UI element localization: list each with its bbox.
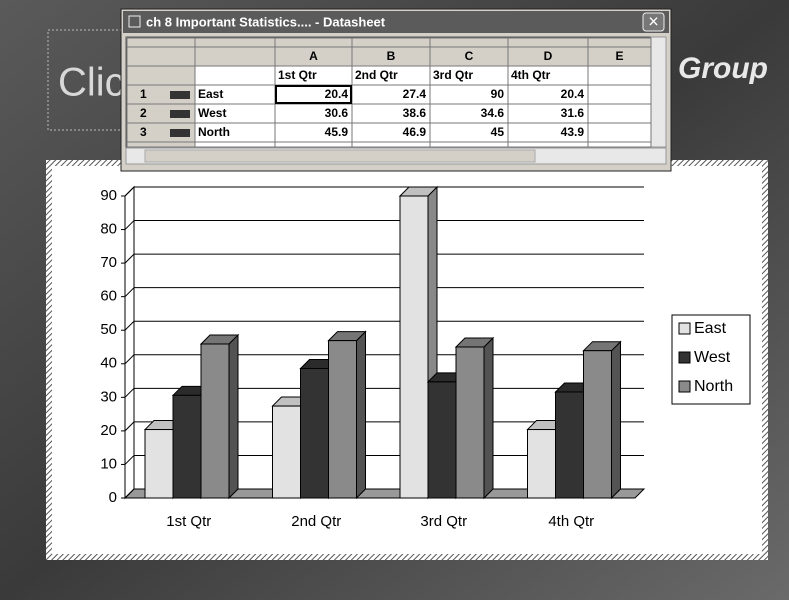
data-cell[interactable]: 45 (491, 125, 505, 139)
row-chart-icon (170, 91, 190, 99)
bar[interactable] (172, 394, 202, 499)
header-cell: 1st Qtr (278, 68, 317, 82)
grid-line-wall (124, 421, 135, 432)
chart: 0 10 20 30 40 50 60 70 80 90 1st Qtr 2nd Qtr 3rd Qtr… (100, 185, 751, 530)
bar[interactable] (583, 350, 612, 499)
column-letter: C (465, 49, 474, 63)
vertical-scrollbar[interactable] (650, 36, 667, 148)
row-label: North (198, 125, 230, 139)
grid-line-wall (124, 220, 135, 230)
header-cell: 2nd Qtr (355, 68, 398, 82)
y-tick-label: 20 (100, 422, 117, 439)
grid-line-wall (124, 387, 135, 398)
bar-side (228, 333, 239, 500)
y-tick-label: 10 (100, 455, 117, 472)
y-tick-label: 90 (100, 187, 117, 204)
bar[interactable] (144, 429, 174, 499)
column-letter: B (387, 49, 396, 63)
bar-side (611, 340, 621, 500)
data-cell[interactable]: 27.4 (403, 87, 427, 101)
column-letter: D (544, 49, 553, 63)
datasheet-window: ch 8 Important Statistics.... - Datashee… (120, 8, 672, 172)
close-button[interactable] (642, 12, 665, 32)
data-cell[interactable]: 38.6 (403, 106, 427, 120)
bar[interactable] (300, 367, 329, 499)
y-tick-label: 70 (100, 254, 117, 271)
header-cell: 3rd Qtr (433, 68, 473, 82)
logo-text: Group (678, 52, 768, 85)
bar[interactable] (555, 391, 584, 499)
data-cell[interactable]: 30.6 (325, 106, 349, 120)
data-cell[interactable]: 34.6 (481, 106, 505, 120)
row-number: 3 (140, 125, 147, 139)
x-tick-label: 2nd Qtr (291, 513, 341, 530)
legend-swatch (678, 380, 691, 393)
legend-label: East (694, 320, 727, 337)
bar[interactable] (200, 343, 230, 499)
row-chart-icon (170, 110, 190, 118)
scroll-thumb[interactable] (144, 149, 536, 163)
legend-swatch (678, 351, 691, 364)
grid-line-wall (124, 287, 135, 298)
y-tick-label: 50 (100, 321, 117, 338)
grid-line-wall (124, 253, 135, 264)
title-bar (123, 11, 669, 33)
column-header-row (127, 47, 651, 66)
chart-wall (124, 185, 135, 500)
grid-line-wall (124, 455, 135, 465)
bar[interactable] (328, 340, 357, 499)
grid-line-wall (124, 354, 135, 365)
data-cell[interactable]: 20.4 (325, 87, 349, 101)
bar[interactable] (527, 429, 556, 499)
row-label: East (198, 87, 223, 101)
bar[interactable] (427, 381, 457, 499)
data-cell[interactable]: 45.9 (325, 125, 349, 139)
y-tick-label: 60 (100, 288, 117, 305)
header-cell: 4th Qtr (511, 68, 551, 82)
y-tick-label: 30 (100, 388, 117, 405)
legend-label: West (694, 349, 731, 366)
bar[interactable] (399, 195, 429, 499)
data-cell[interactable]: 20.4 (561, 87, 585, 101)
grid-line-wall (124, 320, 135, 331)
slide-title: Clic (58, 61, 125, 105)
grid-line-wall (124, 186, 135, 197)
row-label: West (198, 106, 226, 120)
data-cell[interactable]: 43.9 (561, 125, 585, 139)
data-cell[interactable]: 46.9 (403, 125, 427, 139)
header-band (127, 38, 651, 47)
row-chart-icon (170, 129, 190, 137)
column-letter: A (309, 49, 318, 63)
bar-side (356, 330, 366, 500)
bar[interactable] (455, 346, 485, 499)
active-cell[interactable] (275, 85, 352, 104)
row-number: 2 (140, 106, 147, 120)
y-tick-label: 80 (100, 221, 117, 238)
legend-swatch (678, 322, 691, 335)
bar-side (483, 336, 494, 500)
grid-line-wall (124, 488, 135, 499)
column-letter: E (615, 49, 623, 63)
data-cell[interactable]: 90 (491, 87, 505, 101)
row-number: 1 (140, 87, 147, 101)
x-tick-label: 4th Qtr (548, 513, 594, 530)
legend-label: North (694, 378, 733, 395)
close-icon: × (648, 11, 659, 31)
x-tick-label: 3rd Qtr (420, 513, 467, 530)
window-icon (128, 15, 141, 28)
x-tick-label: 1st Qtr (166, 513, 211, 530)
window-title: ch 8 Important Statistics.... - Datashee… (146, 14, 386, 29)
bar[interactable] (272, 405, 301, 499)
data-cell[interactable]: 31.6 (561, 106, 585, 120)
y-tick-label: 40 (100, 355, 117, 372)
y-tick-label: 0 (109, 489, 117, 506)
